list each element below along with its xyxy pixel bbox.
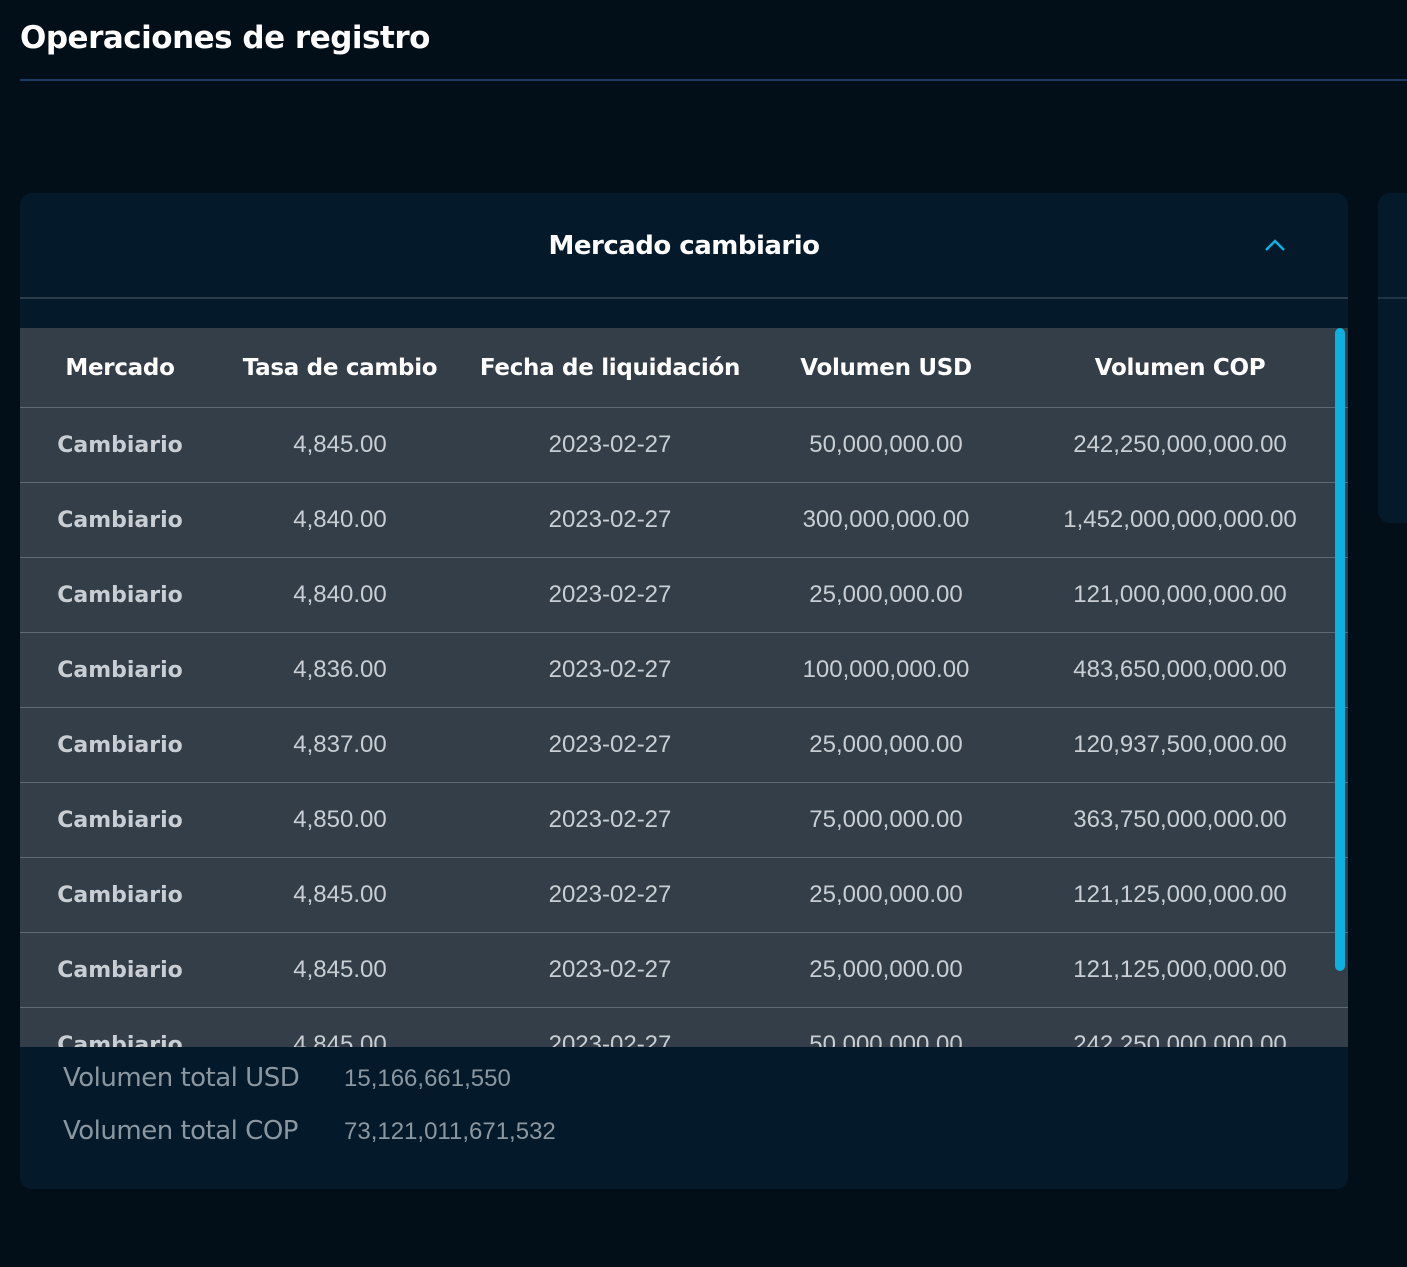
cell-tasa-de-cambio: 4,840.00 (220, 557, 460, 633)
secondary-panel (1378, 193, 1407, 523)
cell-volumen-cop: 242,250,000,000.00 (1012, 1007, 1348, 1047)
title-divider (20, 79, 1407, 81)
cell-tasa-de-cambio: 4,845.00 (220, 1007, 460, 1047)
cell-mercado: Cambiario (20, 932, 220, 1008)
cell-volumen-usd: 300,000,000.00 (760, 482, 1012, 558)
column-header-mercado: Mercado (20, 328, 220, 408)
chevron-up-icon[interactable] (1264, 237, 1286, 253)
total-cop-value: 73,121,011,671,532 (344, 1118, 556, 1145)
panel-header[interactable]: Mercado cambiario (20, 193, 1348, 299)
table-header-row: Mercado Tasa de cambio Fecha de liquidació… (20, 328, 1348, 408)
cell-mercado: Cambiario (20, 557, 220, 633)
total-usd-value: 15,166,661,550 (344, 1065, 511, 1092)
cell-mercado: Cambiario (20, 482, 220, 558)
page-title: Operaciones de registro (20, 20, 430, 56)
cell-volumen-usd: 25,000,000.00 (760, 557, 1012, 633)
cell-fecha-de-liquidacion: 2023-02-27 (460, 632, 760, 708)
cell-tasa-de-cambio: 4,836.00 (220, 632, 460, 708)
cell-tasa-de-cambio: 4,845.00 (220, 857, 460, 933)
table-row[interactable]: Cambiario 4,845.00 2023-02-27 50,000,000.00… (20, 407, 1348, 483)
cell-volumen-usd: 25,000,000.00 (760, 932, 1012, 1008)
operations-table-container[interactable]: Mercado Tasa de cambio Fecha de liquidació… (20, 328, 1348, 1047)
cell-volumen-usd: 50,000,000.00 (760, 407, 1012, 483)
cell-tasa-de-cambio: 4,845.00 (220, 932, 460, 1008)
column-header-volumen-cop: Volumen COP (1012, 328, 1348, 408)
secondary-panel-divider (1378, 297, 1407, 299)
cell-volumen-usd: 25,000,000.00 (760, 857, 1012, 933)
cell-tasa-de-cambio: 4,837.00 (220, 707, 460, 783)
cell-volumen-cop: 121,125,000,000.00 (1012, 857, 1348, 933)
cell-volumen-usd: 25,000,000.00 (760, 707, 1012, 783)
cell-volumen-usd: 50,000,000.00 (760, 1007, 1012, 1047)
cell-mercado: Cambiario (20, 782, 220, 858)
cell-tasa-de-cambio: 4,845.00 (220, 407, 460, 483)
cell-fecha-de-liquidacion: 2023-02-27 (460, 932, 760, 1008)
cell-mercado: Cambiario (20, 632, 220, 708)
cell-fecha-de-liquidacion: 2023-02-27 (460, 782, 760, 858)
cell-tasa-de-cambio: 4,840.00 (220, 482, 460, 558)
cell-mercado: Cambiario (20, 857, 220, 933)
cell-volumen-cop: 121,125,000,000.00 (1012, 932, 1348, 1008)
total-cop: Volumen total COP 73,121,011,671,532 (63, 1116, 556, 1169)
cell-fecha-de-liquidacion: 2023-02-27 (460, 707, 760, 783)
column-header-volumen-usd: Volumen USD (760, 328, 1012, 408)
total-usd-label: Volumen total USD (63, 1063, 300, 1093)
panel-title: Mercado cambiario (548, 231, 820, 261)
totals-section: Volumen total USD 15,166,661,550 Volumen… (63, 1063, 556, 1169)
total-usd: Volumen total USD 15,166,661,550 (63, 1063, 556, 1116)
cell-fecha-de-liquidacion: 2023-02-27 (460, 482, 760, 558)
table-row[interactable]: Cambiario 4,845.00 2023-02-27 25,000,000.00… (20, 857, 1348, 933)
cell-volumen-cop: 483,650,000,000.00 (1012, 632, 1348, 708)
cell-volumen-cop: 121,000,000,000.00 (1012, 557, 1348, 633)
cell-volumen-cop: 120,937,500,000.00 (1012, 707, 1348, 783)
table-row[interactable]: Cambiario 4,845.00 2023-02-27 25,000,000.00… (20, 932, 1348, 1008)
column-header-tasa-de-cambio: Tasa de cambio (220, 328, 460, 408)
cell-volumen-cop: 242,250,000,000.00 (1012, 407, 1348, 483)
total-cop-label: Volumen total COP (63, 1116, 298, 1146)
cell-volumen-usd: 100,000,000.00 (760, 632, 1012, 708)
mercado-cambiario-panel: Mercado cambiario Mercado Tasa de cambio F… (20, 193, 1348, 1189)
table-row[interactable]: Cambiario 4,840.00 2023-02-27 25,000,000.00… (20, 557, 1348, 633)
table-row[interactable]: Cambiario 4,845.00 2023-02-27 50,000,000.00… (20, 1007, 1348, 1047)
cell-tasa-de-cambio: 4,850.00 (220, 782, 460, 858)
cell-volumen-usd: 75,000,000.00 (760, 782, 1012, 858)
table-row[interactable]: Cambiario 4,840.00 2023-02-27 300,000,000.0… (20, 482, 1348, 558)
cell-fecha-de-liquidacion: 2023-02-27 (460, 407, 760, 483)
column-header-fecha-de-liquidacion: Fecha de liquidación (460, 328, 760, 408)
table-row[interactable]: Cambiario 4,837.00 2023-02-27 25,000,000.00… (20, 707, 1348, 783)
cell-volumen-cop: 1,452,000,000,000.00 (1012, 482, 1348, 558)
cell-volumen-cop: 363,750,000,000.00 (1012, 782, 1348, 858)
cell-mercado: Cambiario (20, 707, 220, 783)
cell-fecha-de-liquidacion: 2023-02-27 (460, 1007, 760, 1047)
operations-table: Mercado Tasa de cambio Fecha de liquidació… (20, 328, 1348, 1047)
table-scrollbar[interactable] (1335, 328, 1345, 971)
cell-mercado: Cambiario (20, 407, 220, 483)
cell-mercado: Cambiario (20, 1007, 220, 1047)
cell-fecha-de-liquidacion: 2023-02-27 (460, 557, 760, 633)
table-row[interactable]: Cambiario 4,836.00 2023-02-27 100,000,000.0… (20, 632, 1348, 708)
cell-fecha-de-liquidacion: 2023-02-27 (460, 857, 760, 933)
table-row[interactable]: Cambiario 4,850.00 2023-02-27 75,000,000.00… (20, 782, 1348, 858)
